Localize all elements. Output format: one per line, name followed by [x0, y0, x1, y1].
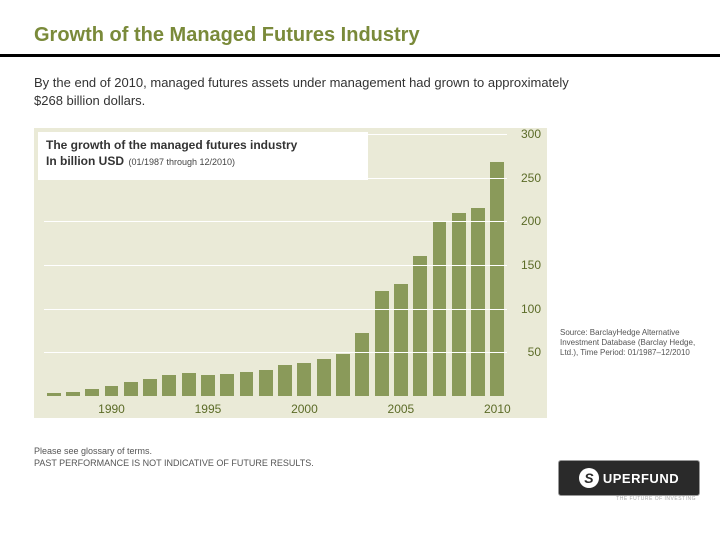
chart-bar [143, 379, 157, 396]
chart-y-tick-label: 100 [521, 302, 541, 316]
chart-x-tick-label: 1990 [98, 402, 125, 416]
chart-bar [105, 386, 119, 396]
disclaimer-line2: PAST PERFORMANCE IS NOT INDICATIVE OF FU… [34, 458, 514, 470]
chart-caption-line1: The growth of the managed futures indust… [46, 138, 360, 152]
chart-gridline [44, 352, 507, 353]
logo-mark: S [579, 468, 599, 488]
chart-gridline [44, 309, 507, 310]
disclaimer-line1: Please see glossary of terms. [34, 446, 514, 458]
chart-bar [240, 372, 254, 396]
logo-tagline: THE FUTURE OF INVESTING [616, 496, 696, 502]
chart-caption-line2: In billion USD [46, 154, 124, 168]
chart-bar [452, 213, 466, 396]
chart-caption-sub: (01/1987 through 12/2010) [128, 157, 235, 167]
chart-bar [182, 373, 196, 396]
chart-source: Source: BarclayHedge Alternative Investm… [560, 328, 710, 358]
chart-bar [47, 393, 61, 396]
page-title: Growth of the Managed Futures Industry [34, 24, 420, 47]
chart-bar [297, 363, 311, 396]
chart-bar [336, 354, 350, 396]
chart-y-tick-label: 250 [521, 171, 541, 185]
chart-bar [85, 389, 99, 396]
chart-bar [220, 374, 234, 396]
chart-gridline [44, 265, 507, 266]
chart-bar [394, 284, 408, 396]
chart-bar [413, 256, 427, 396]
chart-panel: 50 100 150 200 250 300 1990 1995 2000 2005 2010 T… [34, 128, 547, 418]
chart-bar [66, 392, 80, 396]
chart-bar [317, 359, 331, 396]
chart-y-tick-label: 150 [521, 258, 541, 272]
slide: Growth of the Managed Futures Industry B… [0, 0, 720, 540]
chart-bar [162, 375, 176, 396]
brand-logo: S UPERFUND [558, 460, 700, 496]
chart-x-tick-label: 1995 [195, 402, 222, 416]
chart-x-tick-label: 2010 [484, 402, 511, 416]
lead-paragraph: By the end of 2010, managed futures asse… [34, 74, 594, 109]
chart-x-tick-label: 2000 [291, 402, 318, 416]
chart-bar [490, 162, 504, 396]
chart-x-tick-label: 2005 [388, 402, 415, 416]
chart-y-tick-label: 50 [528, 345, 541, 359]
chart-bar [201, 375, 215, 396]
disclaimer: Please see glossary of terms. PAST PERFO… [34, 446, 514, 469]
chart-y-tick-label: 300 [521, 127, 541, 141]
logo-text: UPERFUND [603, 471, 679, 486]
chart-caption-box: The growth of the managed futures indust… [38, 132, 368, 180]
chart-bar [355, 333, 369, 396]
chart-y-tick-label: 200 [521, 214, 541, 228]
title-underline [0, 54, 720, 57]
chart-bar [124, 382, 138, 396]
chart-bar [471, 208, 485, 396]
chart-gridline [44, 221, 507, 222]
chart-bar [259, 370, 273, 396]
chart-bar [375, 291, 389, 396]
chart-bar [278, 365, 292, 396]
